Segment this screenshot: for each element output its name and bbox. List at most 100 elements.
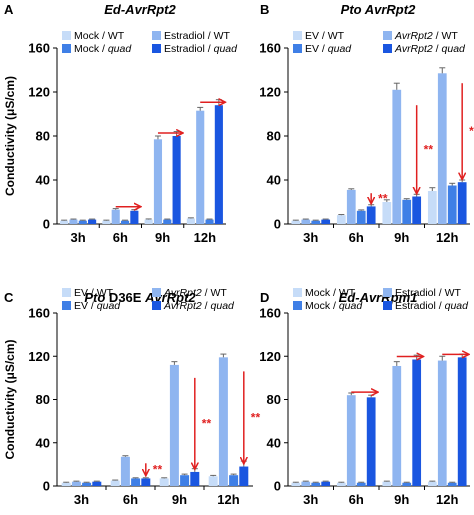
legend-item: Mock / WT bbox=[62, 30, 125, 42]
x-tick-label: 6h bbox=[123, 492, 138, 507]
legend-label: Mock / quad bbox=[74, 43, 132, 55]
y-tick-label: 160 bbox=[259, 306, 281, 321]
y-tick-label: 160 bbox=[259, 41, 281, 56]
bar bbox=[71, 481, 81, 486]
bar bbox=[172, 136, 181, 224]
x-tick-label: 3h bbox=[303, 230, 318, 245]
bar bbox=[366, 206, 376, 224]
legend-label-part: quad bbox=[214, 43, 239, 55]
y-tick-label: 0 bbox=[43, 217, 50, 232]
legend-label-part: / WT bbox=[433, 30, 459, 42]
legend-label: Estradiol / quad bbox=[164, 43, 238, 55]
y-tick-label: 40 bbox=[267, 173, 281, 188]
bar bbox=[102, 220, 111, 224]
legend-item: Mock / WT bbox=[293, 287, 356, 299]
y-axis-label: Conductivity (μS/cm) bbox=[3, 339, 17, 459]
legend-swatch bbox=[293, 44, 302, 53]
significance-label: ** bbox=[202, 416, 212, 430]
chart-title-part: Pto bbox=[84, 290, 105, 305]
legend-label-part: / bbox=[433, 43, 442, 55]
legend-label-part: EV / bbox=[305, 43, 328, 55]
x-tick-label: 12h bbox=[194, 230, 216, 245]
legend-label: EV / quad bbox=[305, 43, 352, 55]
bar bbox=[336, 482, 346, 486]
bar bbox=[111, 209, 120, 224]
x-tick-label: 6h bbox=[349, 230, 364, 245]
bar bbox=[239, 466, 249, 486]
legend-label: Estradiol / quad bbox=[395, 300, 469, 312]
y-tick-label: 160 bbox=[28, 306, 50, 321]
bar bbox=[205, 219, 214, 224]
legend-label: Mock / WT bbox=[305, 287, 356, 299]
bar bbox=[412, 359, 422, 486]
legend-label-part: EV / WT bbox=[74, 287, 114, 299]
chart-title: Ed-AvrRpt2 bbox=[104, 2, 176, 17]
legend-label-part: Estradiol / WT bbox=[164, 30, 231, 42]
bar bbox=[78, 220, 87, 224]
legend-item: AvrRpt2 / quad bbox=[383, 43, 466, 55]
y-tick-label: 40 bbox=[36, 173, 50, 188]
legend-label-part: EV / WT bbox=[305, 30, 345, 42]
legend-swatch bbox=[62, 288, 71, 297]
x-tick-label: 9h bbox=[394, 230, 409, 245]
legend-label-part: quad bbox=[328, 43, 353, 55]
bar bbox=[356, 210, 366, 224]
bar bbox=[311, 220, 321, 224]
bar bbox=[131, 478, 141, 486]
legend-label: EV / quad bbox=[74, 300, 121, 312]
panel-letter: D bbox=[260, 290, 269, 305]
y-tick-label: 120 bbox=[28, 85, 50, 100]
legend-item: AvrRpt2 / WT bbox=[383, 30, 458, 42]
bar bbox=[321, 481, 331, 486]
legend-label: Mock / quad bbox=[305, 300, 363, 312]
bar bbox=[291, 220, 301, 224]
x-tick-label: 12h bbox=[217, 492, 239, 507]
bar bbox=[427, 481, 437, 486]
legend-item: EV / WT bbox=[62, 287, 114, 299]
legend-label-part: Estradiol / bbox=[395, 300, 445, 312]
legend-label: AvrRpt2 / quad bbox=[394, 43, 466, 55]
bar bbox=[229, 475, 239, 486]
y-axis-label: Conductivity (μS/cm) bbox=[3, 76, 17, 196]
legend-label-part: quad bbox=[97, 300, 122, 312]
legend-label-part: Estradiol / bbox=[164, 43, 214, 55]
bar bbox=[208, 476, 218, 486]
legend-swatch bbox=[152, 288, 161, 297]
legend-item: Estradiol / WT bbox=[383, 287, 462, 299]
bar bbox=[153, 139, 163, 224]
legend-item: Estradiol / WT bbox=[152, 30, 231, 42]
y-tick-label: 40 bbox=[36, 435, 50, 450]
legend-swatch bbox=[62, 44, 71, 53]
legend-swatch bbox=[383, 31, 392, 40]
bar bbox=[457, 182, 467, 224]
legend-label-part: quad bbox=[108, 43, 133, 55]
bar bbox=[412, 196, 422, 224]
chart-title: Ed-AvrRpm1 bbox=[339, 290, 418, 305]
bar bbox=[402, 199, 412, 224]
panel-c: C Pto D36E AvrRpt2 EV / WT AvrRpt2 / WT EV /… bbox=[3, 287, 260, 507]
legend-swatch bbox=[383, 301, 392, 310]
bar bbox=[346, 189, 356, 224]
x-tick-label: 3h bbox=[303, 492, 318, 507]
bar bbox=[392, 89, 402, 224]
legend-item: Estradiol / quad bbox=[383, 300, 469, 312]
legend-label-part: AvrRpt2 bbox=[163, 300, 202, 312]
bar bbox=[130, 210, 139, 224]
legend-swatch bbox=[152, 31, 161, 40]
y-tick-label: 120 bbox=[259, 85, 281, 100]
bar bbox=[141, 478, 151, 486]
bar bbox=[88, 219, 97, 224]
legend-label: Estradiol / WT bbox=[164, 30, 231, 42]
legend-item: AvrRpt2 / quad bbox=[152, 300, 235, 312]
bar bbox=[69, 219, 78, 224]
bar bbox=[186, 218, 195, 224]
legend: Mock / WT Estradiol / WT Mock / quad Estrad… bbox=[62, 30, 238, 55]
bar bbox=[402, 482, 412, 486]
legend-label: EV / WT bbox=[305, 30, 345, 42]
legend-swatch bbox=[62, 31, 71, 40]
y-tick-label: 160 bbox=[28, 41, 50, 56]
bar bbox=[61, 482, 71, 486]
bar bbox=[447, 482, 457, 486]
